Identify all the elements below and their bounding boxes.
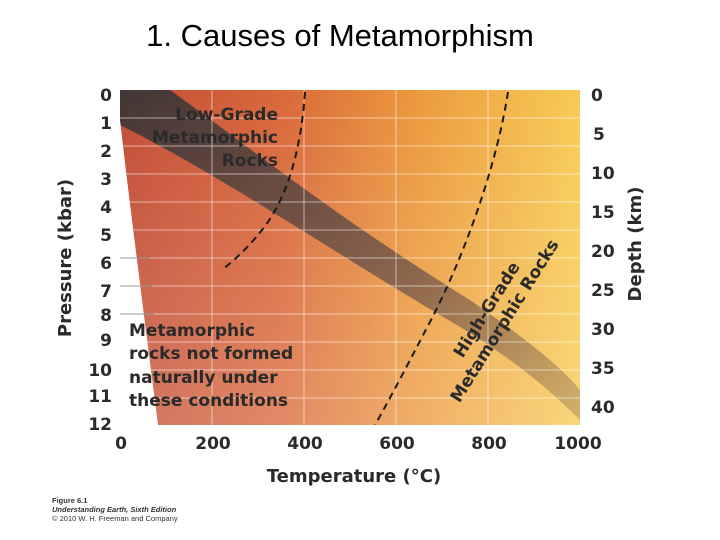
pressure-tick: 6 (100, 254, 112, 274)
depth-tick: 0 (591, 86, 603, 106)
pressure-tick: 9 (100, 331, 112, 351)
depth-tick: 10 (591, 164, 615, 184)
slide-title: 1. Causes of Metamorphism (146, 18, 534, 53)
temperature-tick: 600 (379, 434, 415, 454)
temperature-tick: 200 (195, 434, 231, 454)
figure-number: Figure 6.1 (52, 496, 88, 505)
low-grade-line: Low-Grade (175, 105, 278, 125)
depth-tick: 25 (591, 281, 615, 301)
depth-tick: 15 (591, 203, 615, 223)
low-grade-boundary (221, 91, 306, 271)
copyright: © 2010 W. H. Freeman and Company (52, 514, 178, 523)
low-grade-line: Metamorphic (152, 128, 278, 148)
depth-ticks: 0 5 10 15 20 25 30 35 40 (591, 86, 615, 418)
depth-axis-label: Depth (km) (625, 187, 646, 302)
not-formed-line: these conditions (129, 391, 288, 411)
low-grade-label: Low-Grade Metamorphic Rocks (152, 105, 278, 171)
pressure-tick: 12 (88, 415, 112, 435)
not-formed-line: naturally under (129, 368, 278, 388)
pressure-tick: 3 (100, 170, 112, 190)
high-grade-boundary (374, 91, 509, 425)
depth-tick: 30 (591, 320, 615, 340)
depth-tick: 5 (593, 125, 605, 145)
temperature-tick: 1000 (554, 434, 601, 454)
geotherm-band (120, 90, 580, 420)
pressure-tick: 11 (88, 387, 112, 407)
pressure-ticks: 0 1 2 3 4 5 6 7 8 9 10 11 12 (88, 86, 112, 435)
temperature-tick: 400 (287, 434, 323, 454)
figure-caption: Figure 6.1 Understanding Earth, Sixth Ed… (52, 496, 178, 523)
not-formed-label: Metamorphic rocks not formed naturally u… (129, 321, 293, 411)
pressure-tick: 2 (100, 142, 112, 162)
not-formed-region (120, 120, 158, 425)
pressure-tick: 4 (100, 198, 112, 218)
pressure-tick: 1 (100, 114, 112, 134)
pressure-axis-label: Pressure (kbar) (55, 179, 76, 337)
pressure-tick: 8 (100, 306, 112, 326)
not-formed-line: rocks not formed (129, 344, 293, 364)
temperature-tick: 0 (115, 434, 127, 454)
depth-tick: 20 (591, 242, 615, 262)
pressure-tick: 10 (88, 361, 112, 381)
book-title: Understanding Earth, Sixth Edition (52, 505, 177, 514)
depth-tick: 35 (591, 359, 615, 379)
pressure-tick: 7 (100, 282, 112, 302)
pressure-tick: 5 (100, 226, 112, 246)
pressure-tick: 0 (100, 86, 112, 106)
low-grade-line: Rocks (222, 151, 278, 171)
not-formed-line: Metamorphic (129, 321, 255, 341)
temperature-axis-label: Temperature (°C) (267, 466, 441, 487)
temperature-ticks: 0 200 400 600 800 1000 (115, 434, 602, 454)
temperature-tick: 800 (471, 434, 507, 454)
depth-tick: 40 (591, 398, 615, 418)
